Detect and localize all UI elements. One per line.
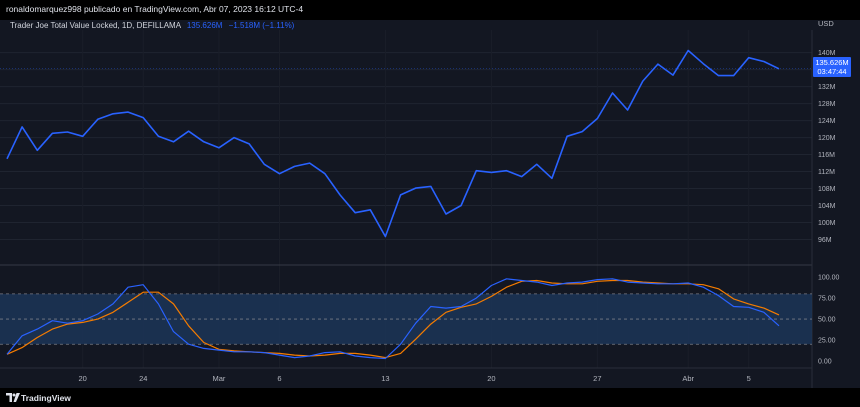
x-tick-label: 13 — [381, 374, 389, 383]
legend-value: 135.626M — [186, 21, 223, 30]
y-tick-price: 108M — [818, 186, 836, 193]
price-badge-bg — [813, 57, 851, 77]
x-tick-label: 6 — [277, 374, 281, 383]
y-tick-price: 140M — [818, 50, 836, 57]
y-tick-stoch: 100.00 — [818, 275, 840, 282]
y-tick-price: 112M — [818, 169, 835, 176]
legend-symbol-name[interactable]: Trader Joe Total Value Locked, 1D, DEFIL… — [10, 21, 181, 30]
series-line-tvl — [6, 49, 780, 238]
y-tick-stoch: 25.00 — [818, 338, 836, 345]
x-tick-labels: 20 24 Mar 6 13 20 27 Abr 5 — [79, 374, 751, 383]
x-tick-label: Abr — [682, 374, 694, 383]
y-tick-price: 116M — [818, 152, 835, 159]
y-tick-price: 128M — [818, 101, 836, 108]
y-tick-price: 124M — [818, 118, 836, 125]
tradingview-logo-icon[interactable] — [6, 391, 20, 404]
price-badge-value: 135.626M — [815, 58, 848, 67]
publish-text: ronaldomarquez998 publicado en TradingVi… — [6, 4, 304, 14]
price-badge-countdown: 03:47:44 — [817, 67, 846, 76]
y-tick-stoch: 50.00 — [818, 317, 836, 324]
footer-bar: TradingView — [0, 388, 860, 407]
chart-legend: Trader Joe Total Value Locked, 1D, DEFIL… — [10, 21, 294, 30]
y-tick-price: 132M — [818, 84, 836, 91]
currency-label: USD — [818, 19, 834, 28]
x-tick-label: Mar — [212, 374, 225, 383]
x-tick-label: 20 — [487, 374, 495, 383]
series-line-stoch-k — [6, 278, 780, 360]
y-tick-price: 104M — [818, 203, 836, 210]
y-tick-stoch: 75.00 — [818, 296, 836, 303]
y-tick-price: 100M — [818, 220, 836, 227]
x-tick-label: 20 — [79, 374, 87, 383]
x-tick-label: 5 — [747, 374, 751, 383]
price-badge: 135.626M 03:47:44 — [813, 57, 851, 77]
series-lines — [6, 49, 780, 360]
y-tick-stoch: 0.00 — [818, 359, 832, 366]
y-tick-price: 120M — [818, 135, 836, 142]
legend-change: −1.518M (−1.11%) — [228, 21, 295, 30]
series-line-stoch-d — [6, 279, 780, 359]
publish-bar: ronaldomarquez998 publicado en TradingVi… — [0, 0, 860, 20]
y-tick-labels: 140M136M132M128M124M120M116M112M108M104M… — [818, 50, 840, 365]
footer-brand[interactable]: TradingView — [21, 393, 71, 403]
x-tick-label: 27 — [593, 374, 601, 383]
y-tick-price: 96M — [818, 237, 832, 244]
x-tick-label: 24 — [139, 374, 147, 383]
price-chart[interactable]: 140M136M132M128M124M120M116M112M108M104M… — [0, 0, 860, 388]
